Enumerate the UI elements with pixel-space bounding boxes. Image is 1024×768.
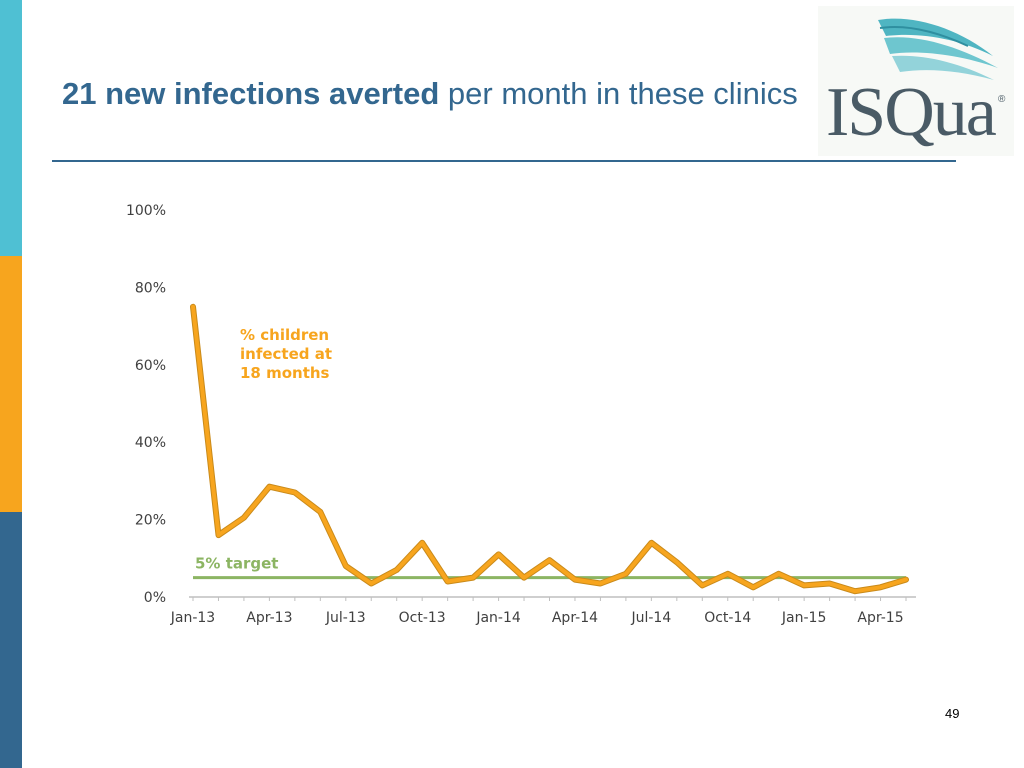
data-point <box>497 552 501 556</box>
data-point <box>700 583 704 587</box>
target-label: 5% target <box>195 555 278 573</box>
y-tick-label: 0% <box>144 590 166 606</box>
data-point <box>548 558 551 562</box>
slide-title-rest: per month in these clinics <box>439 76 798 111</box>
logo-text: ISQua <box>826 74 997 151</box>
x-axis-tick-labels: Jan-13 Apr-13 Jul-13 Oct-13 Jan-14 Apr-14 Jul-… <box>170 610 904 626</box>
x-tick-label: Apr-15 <box>857 610 903 626</box>
y-tick-label: 40% <box>135 435 166 451</box>
slide-title: 21 new infections averted per month in t… <box>62 74 802 114</box>
x-tick-label: Jan-15 <box>781 610 826 626</box>
x-axis-tick-marks <box>192 597 907 601</box>
data-point <box>242 516 246 520</box>
series-label-line: 18 months <box>240 364 330 382</box>
data-point <box>853 589 857 593</box>
data-point <box>573 578 577 582</box>
x-tick-label: Jan-13 <box>170 610 215 626</box>
data-point <box>624 572 628 576</box>
y-axis-ticks: 0% 20% 40% 60% 80% 100% <box>126 203 166 606</box>
data-point <box>802 583 806 587</box>
x-tick-label: Oct-13 <box>399 610 446 626</box>
x-tick-label: Oct-14 <box>704 610 751 626</box>
page-number: 49 <box>945 706 960 721</box>
y-tick-label: 100% <box>126 203 166 219</box>
data-point <box>293 491 297 495</box>
y-tick-label: 60% <box>135 358 166 374</box>
data-point <box>726 572 730 576</box>
data-point <box>344 564 348 568</box>
data-point <box>879 585 883 589</box>
x-tick-label: Apr-14 <box>552 610 598 626</box>
infection-line-chart: 0% 20% 40% 60% 80% 100% Jan-13 Apr-13 Jul-13 Oct… <box>126 203 916 626</box>
series-label-line: % children <box>240 326 329 344</box>
x-tick-label: Jan-14 <box>475 610 521 626</box>
x-tick-label: Jul-14 <box>630 610 671 626</box>
data-point <box>420 541 424 545</box>
slide-title-bold: 21 new infections averted <box>62 76 440 111</box>
data-point <box>191 305 195 309</box>
data-point <box>446 580 450 584</box>
data-point <box>904 578 908 582</box>
x-tick-label: Apr-13 <box>246 610 292 626</box>
y-tick-label: 20% <box>135 513 166 529</box>
series-data-points <box>191 305 908 593</box>
sidebar-band-teal <box>0 0 22 256</box>
logo-registered-mark: ® <box>998 94 1006 105</box>
data-point <box>318 510 322 514</box>
data-point <box>649 541 653 545</box>
sidebar-color-bands <box>0 0 22 768</box>
data-point <box>216 533 220 537</box>
x-tick-label: Jul-13 <box>325 610 366 626</box>
data-point <box>777 572 781 576</box>
data-point <box>395 568 399 572</box>
data-point <box>751 585 755 589</box>
logo-swoosh-icon <box>878 18 998 80</box>
data-point <box>828 581 832 585</box>
data-point <box>598 581 602 585</box>
data-point <box>369 581 373 585</box>
data-point <box>522 576 526 580</box>
sidebar-band-blue <box>0 512 22 768</box>
title-divider <box>52 160 956 162</box>
data-point <box>675 560 679 564</box>
isqua-logo: ISQua ® <box>818 6 1014 156</box>
series-label-line: infected at <box>240 345 332 363</box>
data-point <box>471 576 475 580</box>
data-point <box>267 485 271 489</box>
sidebar-band-orange <box>0 256 22 512</box>
y-tick-label: 80% <box>135 280 166 296</box>
